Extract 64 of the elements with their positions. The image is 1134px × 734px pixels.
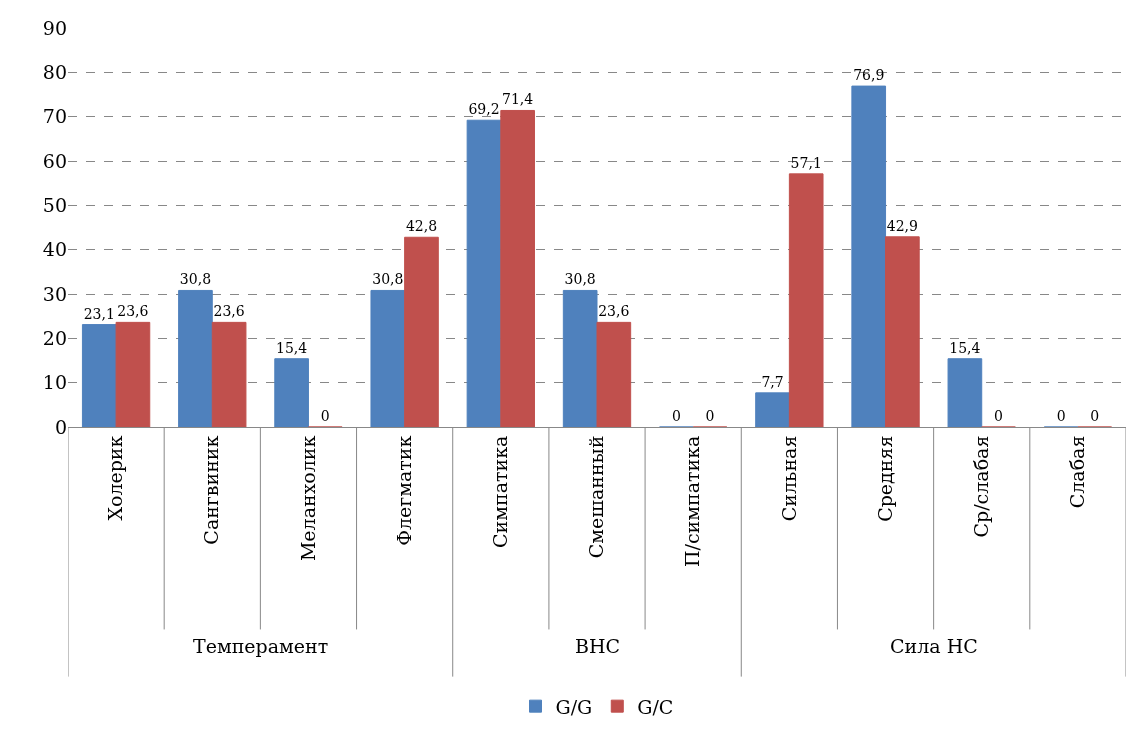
data-label: 15,4 <box>275 339 308 356</box>
data-label: 71,4 <box>502 91 534 108</box>
text: Сила НС <box>890 635 978 657</box>
x-tick-label: Сангвиник <box>200 435 223 545</box>
y-tick-label: 30 <box>42 282 67 305</box>
bar <box>788 173 824 427</box>
data-label: 30,8 <box>372 271 404 288</box>
x-tick-label: Флегматик <box>392 435 415 546</box>
y-tick-label: 90 <box>42 16 67 39</box>
bar <box>562 289 598 427</box>
x-tick-label: Холерик <box>104 435 127 521</box>
bar <box>466 119 502 427</box>
data-label: 0 <box>671 408 681 424</box>
bar <box>115 321 151 427</box>
data-label: 76,9 <box>853 67 885 84</box>
data-label: 69,2 <box>468 101 500 118</box>
text: ВНС <box>575 635 621 657</box>
x-tick-label: Сильная <box>777 435 800 522</box>
x-tick-label: Смешанный <box>585 435 608 559</box>
data-label: 0 <box>994 408 1004 424</box>
data-label: 0 <box>1056 408 1066 424</box>
y-tick-label: 80 <box>42 60 67 83</box>
text: Темперамент <box>193 635 329 657</box>
bar <box>885 236 920 427</box>
bar <box>755 392 790 427</box>
data-label: 57,1 <box>790 154 822 171</box>
data-label: 30,8 <box>179 271 212 288</box>
y-tick-label: 60 <box>42 149 67 172</box>
y-tick-label: 20 <box>42 326 67 349</box>
y-tick-label: 40 <box>42 238 67 261</box>
data-label: 7,7 <box>761 373 784 390</box>
x-tick-label: Меланхолик <box>296 435 319 562</box>
data-label: 30,8 <box>564 271 596 288</box>
bar <box>404 236 439 427</box>
bar <box>500 109 535 427</box>
data-label: 42,9 <box>886 217 918 234</box>
data-label: 0 <box>1090 408 1100 424</box>
data-label: 15,4 <box>949 339 981 356</box>
data-label: 23,6 <box>598 303 630 320</box>
x-tick-label: Слабая <box>1066 435 1089 509</box>
x-tick-label: П/симпатика <box>681 435 704 568</box>
data-label: 0 <box>320 408 330 424</box>
bar <box>211 321 247 427</box>
bar <box>851 85 887 427</box>
y-tick-label: 70 <box>42 105 67 128</box>
data-label: 42,8 <box>405 218 438 235</box>
bar <box>178 289 213 427</box>
y-tick-label: 0 <box>54 415 67 438</box>
bar <box>81 324 117 427</box>
x-tick-label: Ср/слабая <box>969 435 992 538</box>
data-label: 23,6 <box>117 303 149 320</box>
data-label: 0 <box>705 408 715 424</box>
bar <box>274 358 309 427</box>
data-label: 23,1 <box>83 305 115 322</box>
y-tick-label: 10 <box>42 371 67 394</box>
legend-label: G/G <box>555 695 593 718</box>
bar <box>370 289 406 427</box>
bar <box>596 321 632 427</box>
x-tick-label: Симпатика <box>488 435 511 548</box>
data-label: 23,6 <box>213 303 245 320</box>
x-tick-label: Средняя <box>873 435 896 522</box>
y-tick-label: 50 <box>42 193 67 216</box>
bar <box>947 358 983 427</box>
legend-label: G/C <box>637 695 674 718</box>
